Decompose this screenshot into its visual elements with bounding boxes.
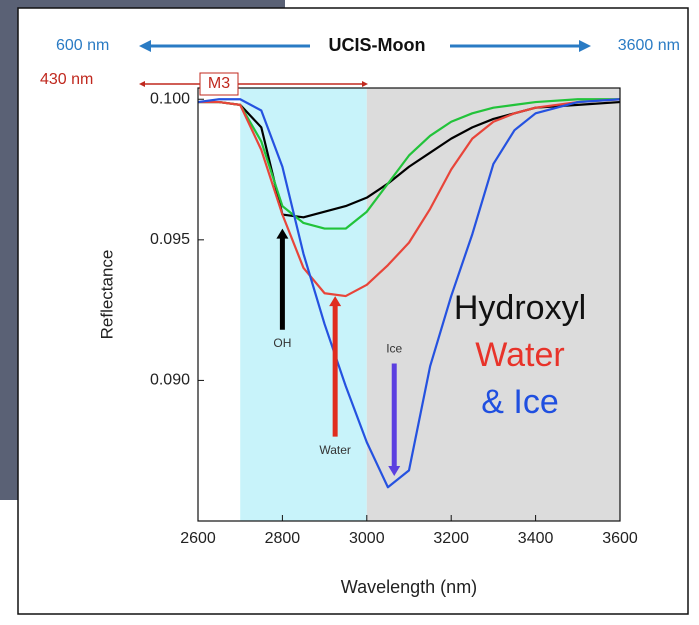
x-tick-label: 3600 xyxy=(602,530,638,547)
range-left: 600 nm xyxy=(56,37,109,54)
legend-text: Water xyxy=(475,336,564,374)
legend-text: Hydroxyl xyxy=(454,289,586,327)
x-tick-label: 2800 xyxy=(265,530,301,547)
range-right: 3600 nm xyxy=(618,37,680,54)
title: UCIS-Moon xyxy=(329,35,426,55)
page: 2600 2800 3000 3200 3400 3600 0.090 0.095 0.100 W… xyxy=(0,0,699,620)
annotation-label: OH xyxy=(273,336,291,350)
x-tick-label: 3400 xyxy=(518,530,554,547)
annotation-label: Water xyxy=(319,443,351,457)
x-tick-label: 2600 xyxy=(180,530,216,547)
y-tick-label: 0.095 xyxy=(150,231,190,248)
y-tick-label: 0.090 xyxy=(150,372,190,389)
y-tick-label: 0.100 xyxy=(150,90,190,107)
annotation-label: Ice xyxy=(386,342,402,356)
x-tick-label: 3000 xyxy=(349,530,385,547)
x-axis-label: Wavelength (nm) xyxy=(341,577,477,597)
m3-label: M3 xyxy=(208,75,230,92)
y-axis-label: Reflectance xyxy=(97,250,116,340)
m3-start: 430 nm xyxy=(40,71,93,88)
legend-text: & Ice xyxy=(481,383,558,421)
chart: 2600 2800 3000 3200 3400 3600 0.090 0.095 0.100 W… xyxy=(0,0,699,620)
x-tick-label: 3200 xyxy=(433,530,469,547)
